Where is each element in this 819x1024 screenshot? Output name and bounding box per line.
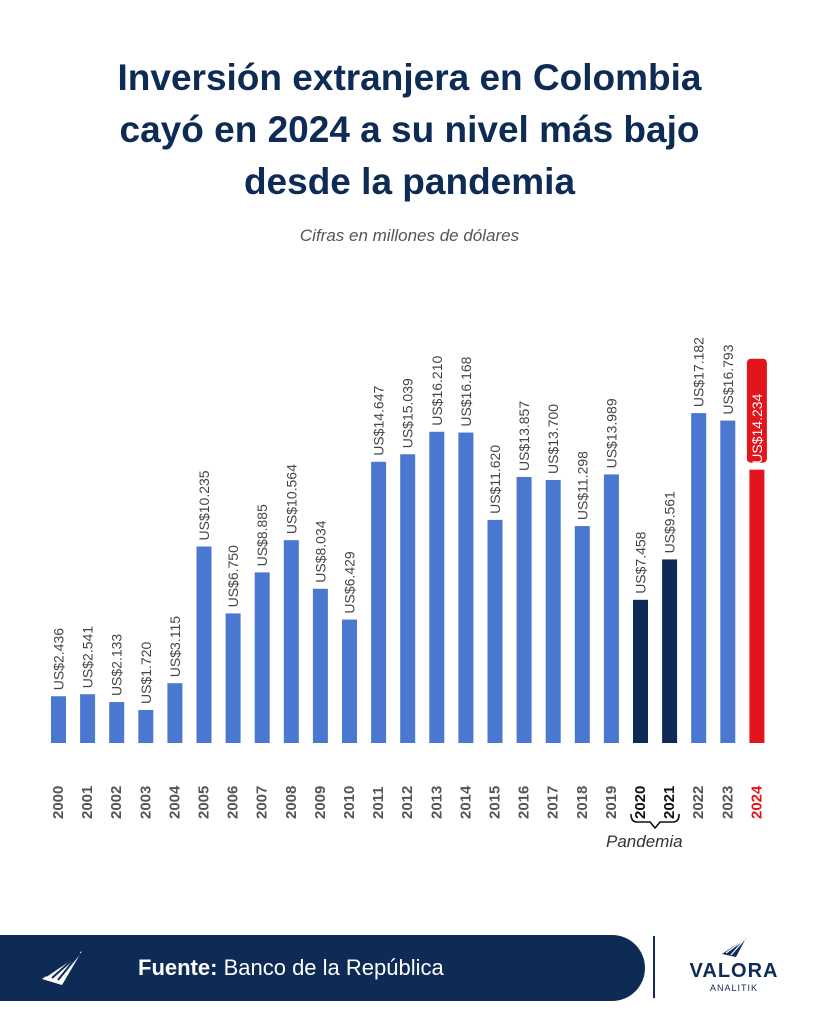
bar-2009 [312, 588, 328, 743]
year-label-2005: 2005 [196, 786, 213, 819]
bar-2016 [516, 476, 532, 743]
year-label-2003: 2003 [137, 786, 154, 819]
year-label-2011: 2011 [370, 786, 387, 819]
year-label-2002: 2002 [108, 786, 125, 819]
year-label-2004: 2004 [166, 785, 183, 819]
bar-2007 [254, 572, 270, 743]
value-label-2005: US$10.235 [196, 470, 212, 540]
bar-2000 [51, 696, 66, 743]
pandemia-bracket [630, 813, 680, 830]
bar-2003 [138, 709, 154, 743]
year-label-2001: 2001 [79, 786, 96, 819]
bar-2010 [342, 619, 357, 743]
bar-2005 [196, 546, 212, 743]
title-line-3: desde la pandemia [243, 161, 576, 202]
value-label-2001: US$2.541 [80, 626, 96, 688]
bar-2020 [633, 599, 648, 743]
year-label-2010: 2010 [341, 786, 358, 819]
value-label-2002: US$2.133 [109, 634, 125, 696]
value-label-2021: US$9.561 [662, 491, 678, 553]
bar-2004 [167, 683, 183, 743]
value-label-2022: US$17.182 [691, 337, 707, 407]
bar-2015 [487, 519, 503, 743]
value-label-2006: US$6.750 [225, 545, 241, 607]
value-label-2013: US$16.210 [429, 355, 445, 425]
year-label-2013: 2013 [428, 786, 445, 819]
title-line-1: Inversión extranjera en Colombia [117, 57, 702, 98]
highlight-label-pill [746, 358, 767, 463]
year-label-2020: 2020 [632, 786, 649, 819]
bar-2018 [574, 526, 590, 743]
value-label-2007: US$8.885 [254, 504, 270, 566]
pandemia-annotation: Pandemia [606, 832, 683, 851]
year-label-2015: 2015 [487, 786, 504, 819]
value-label-2019: US$13.989 [603, 398, 619, 468]
year-label-2021: 2021 [661, 786, 678, 819]
bar-2006 [225, 613, 241, 743]
bar-2012 [400, 454, 416, 743]
bar-2023 [720, 420, 736, 743]
value-label-2012: US$15.039 [400, 378, 416, 448]
value-label-2014: US$16.168 [458, 356, 474, 426]
value-label-2018: US$11.298 [574, 451, 590, 520]
year-label-2022: 2022 [690, 786, 707, 819]
source-label: Fuente: [138, 955, 218, 980]
year-label-2018: 2018 [574, 786, 591, 819]
bar-2013 [429, 431, 445, 743]
bar-2024 [749, 469, 765, 743]
value-label-2020: US$7.458 [633, 531, 649, 593]
brand-name: VALORA [689, 960, 779, 982]
value-label-2000: US$2.436 [51, 628, 67, 690]
value-label-2003: US$1.720 [138, 641, 154, 703]
source-value: Banco de la República [223, 955, 444, 980]
value-label-2015: US$11.620 [487, 445, 503, 514]
value-label-2016: US$13.857 [516, 401, 532, 471]
bar-2002 [109, 702, 125, 743]
paper-plane-logo-icon [42, 951, 82, 985]
year-label-2006: 2006 [225, 786, 242, 819]
year-label-2014: 2014 [457, 785, 474, 819]
year-label-2023: 2023 [719, 786, 736, 819]
value-label-2017: US$13.700 [545, 404, 561, 474]
bar-2011 [371, 461, 387, 743]
year-label-2012: 2012 [399, 786, 416, 819]
value-label-2011: US$14.647 [371, 386, 387, 456]
brand-subname: ANALITIK [709, 983, 758, 993]
bar-2014 [458, 432, 474, 743]
year-label-2007: 2007 [254, 786, 271, 819]
footer-source-bar: Fuente: Banco de la República [0, 935, 645, 1001]
year-label-2019: 2019 [603, 786, 620, 819]
bar-2019 [603, 474, 619, 743]
bar-2017 [545, 479, 561, 743]
bar-2021 [662, 559, 678, 743]
value-label-2023: US$16.793 [720, 344, 736, 414]
bar-2022 [691, 413, 707, 743]
valora-logo: VALORA ANALITIK [674, 936, 794, 1000]
year-label-2016: 2016 [516, 786, 533, 819]
footer-divider [653, 936, 655, 998]
year-label-2017: 2017 [545, 786, 562, 819]
chart-subtitle: Cifras en millones de dólares [299, 226, 520, 245]
valora-mark-icon [722, 938, 746, 957]
source-text: Fuente: Banco de la República [138, 955, 444, 981]
bar-2008 [283, 540, 299, 743]
year-label-2009: 2009 [312, 786, 329, 819]
year-label-2024: 2024 [748, 785, 765, 819]
year-label-2008: 2008 [283, 786, 300, 819]
value-label-2010: US$6.429 [342, 551, 358, 613]
value-label-2004: US$3.115 [167, 616, 183, 677]
value-label-2008: US$10.564 [283, 464, 299, 534]
title-line-2: cayó en 2024 a su nivel más bajo [119, 109, 700, 150]
value-label-2009: US$8.034 [312, 520, 328, 582]
chart-title: Inversión extranjera en Colombia cayó en… [0, 52, 819, 208]
bar-chart: US$2.436 2000 US$2.541 2001 US$2.133 2002 US$1… [50, 337, 767, 830]
value-label-2024: US$14.234 [749, 393, 765, 463]
bar-2001 [80, 694, 96, 743]
year-label-2000: 2000 [50, 786, 67, 819]
